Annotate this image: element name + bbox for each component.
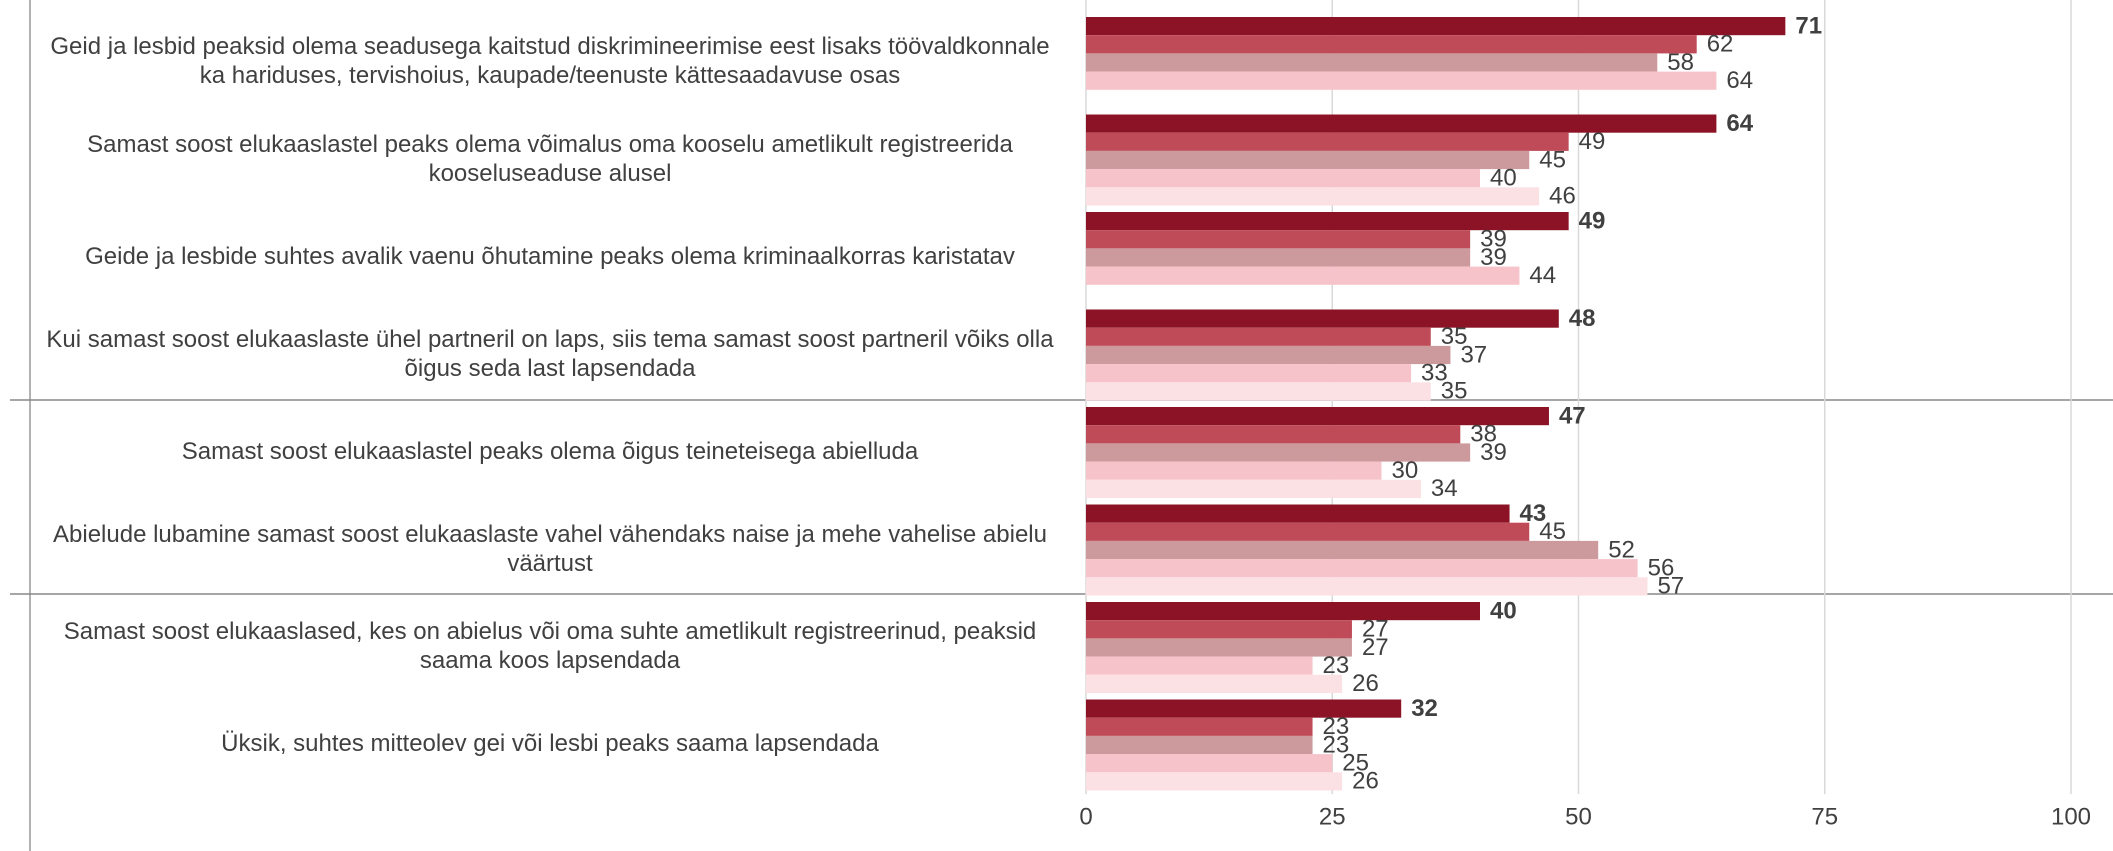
bar — [1086, 699, 1402, 718]
value-label: 26 — [1352, 670, 1379, 697]
bar — [1086, 772, 1343, 791]
value-label: 44 — [1529, 262, 1556, 289]
value-label: 23 — [1323, 652, 1350, 679]
value-label: 58 — [1667, 49, 1694, 76]
value-label: 39 — [1480, 244, 1507, 271]
bar — [1086, 407, 1549, 426]
bar — [1086, 735, 1313, 755]
value-label: 25 — [1342, 750, 1369, 777]
value-label: 49 — [1579, 207, 1606, 234]
value-label: 35 — [1441, 323, 1468, 350]
bar — [1086, 114, 1717, 133]
value-label: 32 — [1411, 695, 1438, 722]
bar — [1086, 425, 1461, 444]
bar — [1086, 212, 1569, 231]
value-label: 45 — [1539, 518, 1566, 545]
value-label: 46 — [1549, 183, 1576, 210]
bar — [1086, 602, 1480, 621]
bar — [1086, 187, 1540, 206]
bar — [1086, 620, 1352, 639]
value-label: 64 — [1726, 110, 1753, 137]
bar — [1086, 345, 1451, 365]
category-label: Abielude lubamine samast soost elukaasla… — [53, 520, 1047, 577]
category-label: Samast soost elukaaslastel peaks olema õ… — [181, 437, 919, 465]
value-label: 23 — [1323, 731, 1350, 758]
value-label: 26 — [1352, 768, 1379, 795]
value-label: 52 — [1608, 536, 1635, 563]
value-label: 40 — [1490, 597, 1517, 624]
x-tick-label: 100 — [2051, 803, 2091, 830]
category-label: Samast soost elukaaslastel peaks olema v… — [87, 130, 1013, 187]
bar — [1086, 132, 1569, 151]
value-label: 34 — [1431, 475, 1458, 502]
bar — [1086, 479, 1421, 498]
value-label: 62 — [1707, 31, 1734, 58]
bar — [1086, 717, 1313, 736]
value-label: 48 — [1569, 305, 1596, 332]
bar — [1086, 382, 1431, 401]
value-label: 27 — [1362, 616, 1389, 643]
bar — [1086, 540, 1599, 560]
x-tick-label: 0 — [1079, 803, 1092, 830]
bar — [1086, 53, 1658, 72]
bar — [1086, 754, 1333, 773]
bar — [1086, 559, 1638, 578]
value-label: 38 — [1470, 421, 1497, 448]
bar — [1086, 309, 1559, 328]
bar — [1086, 150, 1530, 170]
value-label: 30 — [1392, 457, 1419, 484]
bar — [1086, 169, 1480, 188]
value-label: 35 — [1441, 378, 1468, 405]
bar — [1086, 364, 1412, 383]
value-label: 45 — [1539, 146, 1566, 173]
bar — [1086, 230, 1471, 249]
bar — [1086, 35, 1697, 54]
bar — [1086, 522, 1530, 541]
value-label: 57 — [1657, 573, 1684, 600]
value-label: 64 — [1726, 67, 1753, 94]
value-label: 39 — [1480, 439, 1507, 466]
value-label: 27 — [1362, 634, 1389, 661]
value-label: 40 — [1490, 165, 1517, 192]
bar — [1086, 266, 1520, 285]
bar — [1086, 656, 1313, 675]
value-label: 49 — [1579, 128, 1606, 155]
value-label: 43 — [1520, 500, 1547, 527]
value-label: 71 — [1795, 12, 1822, 39]
category-label: Geide ja lesbide suhtes avalik vaenu õhu… — [85, 242, 1015, 270]
category-label: Üksik, suhtes mitteolev gei või lesbi pe… — [221, 730, 879, 757]
bar — [1086, 577, 1648, 596]
x-tick-label: 25 — [1319, 803, 1346, 830]
bar — [1086, 443, 1471, 462]
value-label: 39 — [1480, 226, 1507, 253]
bar — [1086, 17, 1786, 36]
x-tick-label: 50 — [1565, 803, 1592, 830]
bar — [1086, 327, 1431, 346]
bar — [1086, 248, 1471, 267]
bar — [1086, 461, 1382, 480]
value-label: 33 — [1421, 360, 1448, 387]
bar — [1086, 504, 1510, 523]
value-label: 56 — [1648, 555, 1675, 582]
bar — [1086, 674, 1343, 693]
bar — [1086, 638, 1352, 657]
bar — [1086, 71, 1717, 90]
category-label: Samast soost elukaaslased, kes on abielu… — [63, 618, 1037, 674]
value-label: 37 — [1460, 341, 1487, 368]
value-label: 23 — [1323, 713, 1350, 740]
value-label: 47 — [1559, 402, 1586, 429]
category-label: Kui samast soost elukaaslaste ühel partn… — [46, 325, 1054, 382]
category-label: Geid ja lesbid peaksid olema seadusega k… — [50, 33, 1050, 89]
x-tick-label: 75 — [1811, 803, 1838, 830]
